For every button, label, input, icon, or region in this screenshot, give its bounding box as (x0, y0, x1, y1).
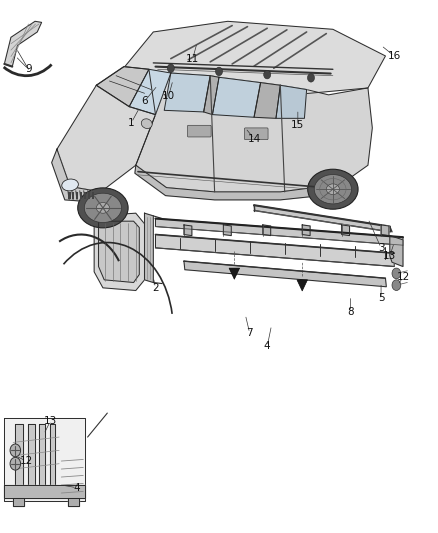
Text: 4: 4 (73, 483, 80, 492)
Bar (92, 192, 94, 199)
Circle shape (392, 268, 401, 279)
Polygon shape (96, 67, 155, 115)
Text: 1: 1 (128, 118, 135, 127)
Polygon shape (381, 225, 389, 236)
Ellipse shape (84, 193, 121, 223)
Polygon shape (164, 73, 210, 112)
Polygon shape (145, 213, 153, 282)
Circle shape (10, 457, 21, 470)
Ellipse shape (78, 188, 128, 228)
Text: 16: 16 (388, 51, 401, 61)
Text: 7: 7 (246, 328, 253, 338)
Polygon shape (184, 225, 192, 236)
Polygon shape (4, 418, 85, 501)
Text: 5: 5 (378, 294, 385, 303)
Polygon shape (223, 225, 231, 236)
Text: 13: 13 (383, 251, 396, 261)
Polygon shape (212, 77, 261, 117)
FancyBboxPatch shape (187, 125, 211, 137)
Polygon shape (302, 225, 310, 236)
Polygon shape (68, 498, 79, 506)
Polygon shape (254, 205, 391, 232)
Text: 13: 13 (44, 416, 57, 426)
Text: 15: 15 (291, 120, 304, 130)
Polygon shape (52, 149, 101, 203)
Text: 11: 11 (186, 54, 199, 63)
Ellipse shape (314, 174, 351, 204)
Ellipse shape (62, 179, 78, 191)
Text: 3: 3 (378, 243, 385, 253)
Text: 10: 10 (162, 91, 175, 101)
Bar (76, 192, 78, 199)
Polygon shape (129, 69, 171, 115)
Polygon shape (4, 21, 42, 67)
Text: 9: 9 (25, 64, 32, 74)
Polygon shape (99, 221, 139, 282)
Bar (84, 192, 86, 199)
Text: 2: 2 (152, 283, 159, 293)
Bar (68, 192, 71, 199)
Polygon shape (135, 165, 346, 200)
Text: 6: 6 (141, 96, 148, 106)
Polygon shape (4, 485, 85, 498)
Polygon shape (263, 225, 271, 236)
Text: 12: 12 (396, 272, 410, 282)
Polygon shape (57, 85, 155, 192)
Ellipse shape (96, 203, 110, 213)
Polygon shape (123, 21, 385, 96)
Circle shape (215, 67, 223, 76)
Polygon shape (342, 225, 350, 236)
Polygon shape (39, 424, 45, 493)
Circle shape (307, 74, 314, 82)
Polygon shape (155, 219, 403, 245)
Ellipse shape (141, 119, 152, 128)
FancyBboxPatch shape (244, 128, 268, 140)
Polygon shape (13, 498, 24, 506)
Polygon shape (28, 424, 35, 493)
Polygon shape (15, 424, 23, 493)
Polygon shape (276, 85, 307, 118)
Polygon shape (155, 235, 394, 266)
Circle shape (264, 70, 271, 79)
Text: 14: 14 (247, 134, 261, 143)
Text: 4: 4 (264, 342, 271, 351)
Polygon shape (50, 424, 55, 493)
Circle shape (167, 64, 174, 72)
Ellipse shape (326, 184, 339, 195)
Bar (72, 192, 74, 199)
Polygon shape (390, 236, 403, 266)
Polygon shape (96, 67, 149, 107)
Circle shape (10, 444, 21, 457)
Bar (88, 192, 90, 199)
Ellipse shape (307, 169, 358, 209)
Circle shape (392, 280, 401, 290)
Polygon shape (94, 213, 145, 290)
Text: 8: 8 (347, 307, 354, 317)
Polygon shape (136, 73, 372, 192)
Text: 12: 12 (20, 456, 33, 466)
Polygon shape (254, 83, 280, 118)
Polygon shape (204, 76, 219, 115)
Bar (80, 192, 82, 199)
Polygon shape (184, 261, 386, 287)
